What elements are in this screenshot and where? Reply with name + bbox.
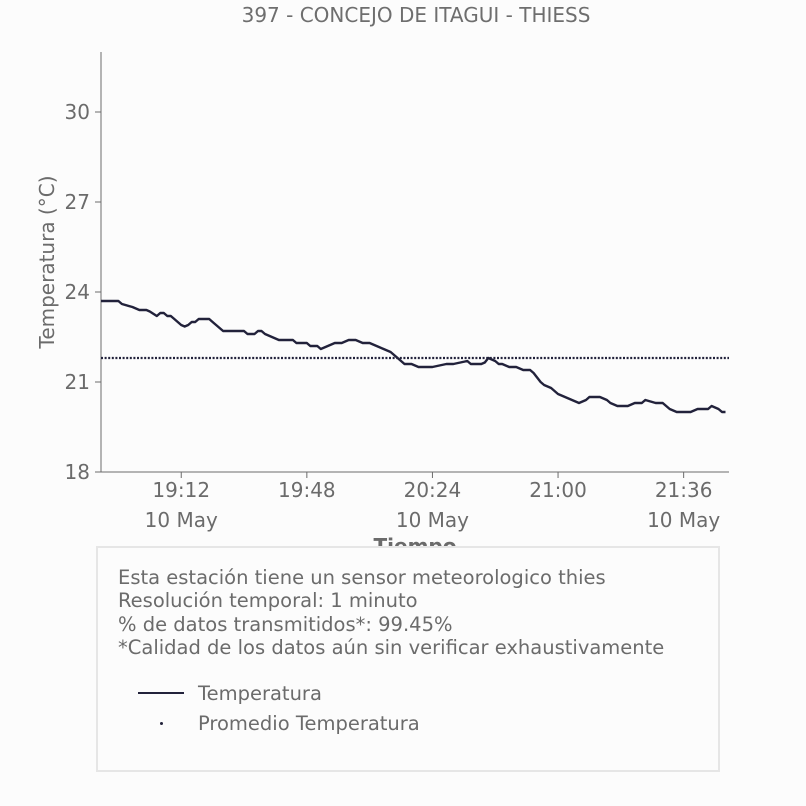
y-tick-label: 24 (65, 280, 90, 304)
x-tick-date-label: 10 May (396, 508, 469, 532)
legend-item-promedio: Promedio Temperatura (138, 711, 420, 735)
x-tick-label: 19:48 (278, 478, 336, 502)
y-tick-label: 27 (65, 190, 90, 214)
info-box: Esta estación tiene un sensor meteorolog… (96, 546, 720, 772)
x-tick-date-label: 10 May (647, 508, 720, 532)
x-tick-date-label: 10 May (145, 508, 218, 532)
legend-solid-line-icon (138, 692, 184, 694)
legend-label-promedio: Promedio Temperatura (198, 711, 420, 735)
legend-label-temperatura: Temperatura (198, 681, 322, 705)
info-line-sensor: Esta estación tiene un sensor meteorolog… (118, 566, 606, 589)
info-line-transmitted: % de datos transmitidos*: 99.45% (118, 612, 453, 636)
y-axis-label: Temperatura (°C) (35, 175, 59, 349)
y-tick-label: 18 (65, 460, 90, 484)
info-line-resolution: Resolución temporal: 1 minuto (118, 589, 418, 613)
legend-item-temperatura: Temperatura (138, 681, 322, 705)
series-line-temperatura (101, 299, 726, 414)
x-tick-label: 21:36 (655, 478, 713, 502)
y-tick-label: 30 (65, 100, 90, 124)
axes: 18 21 24 27 30 19:12 10 May 19:48 20:24 10 May 21:… (35, 52, 729, 558)
chart-title: 397 - CONCEJO DE ITAGUI - THIESS (241, 3, 591, 27)
info-line-quality-note: *Calidad de los datos aún sin verificar … (118, 635, 665, 659)
y-tick-label: 21 (65, 370, 90, 394)
x-tick-label: 20:24 (404, 478, 462, 502)
legend-dot-icon (159, 721, 163, 725)
series-group (101, 299, 729, 414)
x-tick-label: 19:12 (152, 478, 210, 502)
info-text: Esta estación tiene un sensor meteorolog… (118, 566, 664, 659)
x-tick-label: 21:00 (529, 478, 587, 502)
